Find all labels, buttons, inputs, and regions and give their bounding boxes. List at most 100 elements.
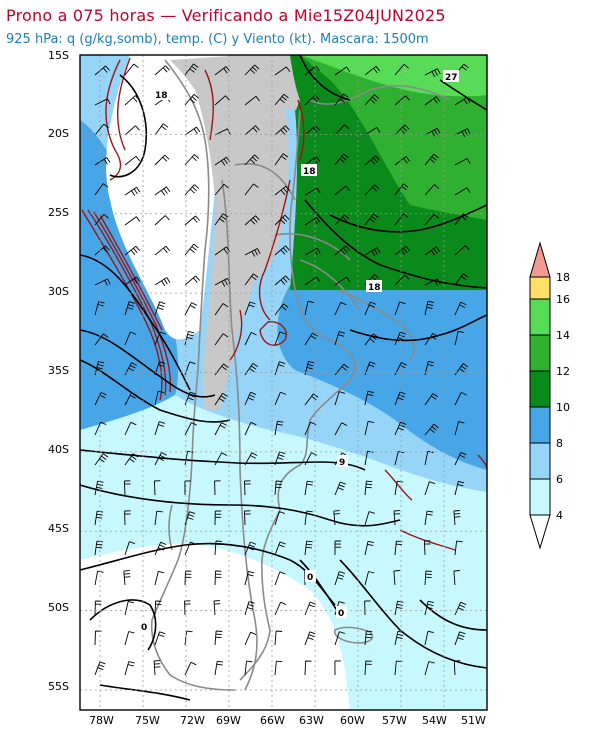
wind-barb — [124, 331, 137, 346]
wind-barb — [304, 216, 321, 226]
colorbar-label-10: 10 — [556, 401, 570, 414]
wind-barb — [184, 630, 193, 646]
lon-tick-54: 54W — [422, 714, 447, 727]
wind-barb — [244, 301, 256, 316]
wind-barb — [364, 213, 379, 226]
wind-barb — [154, 301, 166, 316]
wind-barb — [213, 600, 221, 616]
wind-barb — [334, 124, 350, 136]
temp-contour-o — [349, 314, 487, 342]
wind-barb — [364, 511, 375, 526]
wind-barb — [94, 333, 109, 346]
red-contour-14 — [229, 309, 243, 361]
lat-tick-50: 50S — [48, 601, 69, 614]
contour-label-1: 18 — [155, 91, 168, 101]
wind-barb — [453, 570, 460, 586]
contour-label-group: 18 18 27 18 9 0 0 0 — [139, 70, 459, 633]
wind-barb — [393, 570, 400, 586]
wind-barb — [274, 185, 291, 196]
wind-barb — [214, 183, 229, 196]
red-contour-10 — [259, 321, 287, 346]
chart-subtitle: 925 hPa: q (g/kg,somb), temp. (C) y Vien… — [6, 32, 429, 47]
mask-brazil — [240, 55, 300, 110]
wind-barb — [334, 571, 346, 586]
wind-barb — [94, 421, 107, 436]
shade-8-10-west — [80, 120, 179, 430]
temp-contour-f — [80, 484, 401, 527]
contour-label-3: 27 — [445, 73, 458, 83]
wind-barb — [394, 480, 404, 496]
wind-barb — [364, 184, 380, 196]
temp-contour-p — [99, 684, 191, 701]
wind-barb — [153, 660, 161, 676]
wind-barb — [274, 541, 286, 556]
wind-barb — [274, 391, 287, 406]
wind-barb — [124, 245, 141, 256]
wind-barb — [244, 248, 261, 257]
lon-tick-75: 75W — [135, 714, 160, 727]
colorbar-label-18: 18 — [556, 271, 570, 284]
colorbar-swatch-14-16 — [529, 298, 551, 336]
wind-barb — [394, 301, 406, 316]
plot-frame — [79, 54, 488, 711]
wind-barb — [364, 127, 381, 136]
lat-tick-40: 40S — [48, 443, 69, 456]
lat-tick-35: 35S — [48, 364, 69, 377]
wind-barb — [304, 510, 313, 526]
wind-barb — [124, 186, 141, 196]
wind-barb — [453, 510, 461, 526]
wind-barb — [364, 660, 372, 676]
wind-barb — [123, 480, 131, 496]
temp-contour-b — [80, 254, 191, 391]
contour-label-6-bg — [305, 570, 316, 582]
wind-barb — [124, 301, 135, 316]
wind-barb — [364, 600, 371, 616]
wind-barb — [274, 214, 290, 226]
temp-contour-a — [109, 74, 148, 178]
contour-label-2: 18 — [303, 167, 316, 177]
wind-barb — [274, 245, 290, 256]
lon-tick-57: 57W — [382, 714, 407, 727]
wind-barb — [244, 570, 255, 586]
wind-barb — [424, 333, 439, 346]
wind-barb — [334, 363, 349, 376]
wind-barb — [334, 540, 341, 555]
wind-barb — [214, 660, 224, 676]
wind-barb — [244, 64, 260, 76]
wind-barb — [214, 630, 223, 646]
wind-barb — [394, 331, 406, 346]
wind-barb — [394, 124, 410, 136]
lon-tick-69: 69W — [216, 714, 241, 727]
wind-barb — [244, 363, 259, 376]
wind-barb — [304, 94, 320, 106]
wind-barb — [394, 63, 409, 76]
wind-barb — [124, 63, 139, 76]
colorbar-high-arrow — [529, 241, 551, 278]
wind-barb — [124, 600, 135, 616]
wind-barb — [304, 276, 321, 286]
wind-barb — [394, 183, 409, 196]
wind-barb — [214, 510, 222, 526]
wind-barb — [304, 156, 321, 166]
wind-barb — [424, 630, 434, 646]
wind-barb — [274, 660, 283, 676]
wind-barb — [364, 333, 379, 346]
wind-barb — [424, 214, 439, 226]
red-contour-8 — [258, 179, 291, 321]
wind-barb — [394, 245, 410, 256]
mask-andes — [170, 55, 289, 410]
wind-barbs — [94, 63, 471, 676]
wind-barb — [94, 183, 109, 196]
grid-lines — [80, 55, 488, 710]
wind-barb — [364, 630, 373, 646]
wind-barb — [124, 392, 138, 406]
temp-contour-c — [80, 329, 216, 398]
wind-barb — [424, 68, 441, 78]
river-parana — [299, 259, 361, 311]
wind-barb — [274, 331, 286, 346]
lat-tick-45: 45S — [48, 522, 69, 535]
shade-8-10-east — [277, 285, 487, 470]
colorbar-swatch-12-14 — [529, 334, 551, 372]
contour-label-4: 18 — [368, 283, 381, 293]
wind-barb — [334, 481, 346, 496]
